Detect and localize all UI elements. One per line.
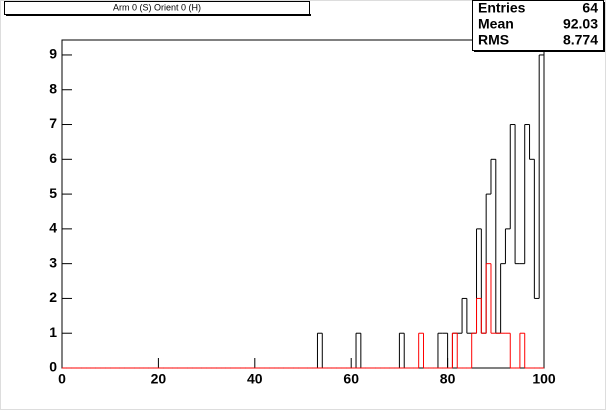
plot-frame (61, 39, 545, 369)
stats-value: 8.774 (563, 32, 598, 48)
x-tick-label: 0 (58, 371, 66, 387)
y-tick-label: 6 (49, 150, 57, 166)
y-tick-label: 3 (49, 254, 57, 270)
y-tick-label: 0 (49, 359, 57, 375)
chart-title: Arm 0 (S) Orient 0 (H) (113, 2, 201, 12)
y-tick-label: 5 (49, 185, 57, 201)
stats-value: 92.03 (563, 16, 598, 32)
y-tick-label: 9 (49, 46, 57, 62)
x-tick-label: 20 (151, 371, 167, 387)
x-tick-label: 60 (343, 371, 359, 387)
x-tick-label: 100 (532, 371, 556, 387)
y-tick-label: 2 (49, 289, 57, 305)
y-tick-label: 8 (49, 80, 57, 96)
y-tick-label: 1 (49, 324, 57, 340)
y-tick-label: 7 (49, 115, 57, 131)
x-tick-label: 80 (440, 371, 456, 387)
stats-value: 64 (582, 0, 598, 16)
stats-label: RMS (478, 32, 509, 48)
x-tick-label: 40 (247, 371, 263, 387)
stats-label: Mean (478, 16, 514, 32)
y-tick-label: 4 (49, 220, 57, 236)
stats-label: Entries (478, 0, 526, 16)
